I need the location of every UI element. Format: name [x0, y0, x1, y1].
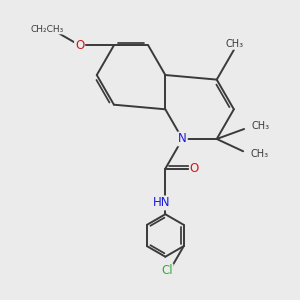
Text: CH₃: CH₃: [251, 121, 269, 131]
Text: N: N: [178, 133, 187, 146]
Text: Cl: Cl: [161, 264, 173, 278]
Text: CH₃: CH₃: [250, 149, 268, 159]
Text: O: O: [75, 39, 84, 52]
Text: HN: HN: [152, 196, 170, 209]
Text: CH₂CH₃: CH₂CH₃: [30, 25, 63, 34]
Text: O: O: [190, 162, 199, 175]
Text: CH₃: CH₃: [226, 39, 244, 49]
